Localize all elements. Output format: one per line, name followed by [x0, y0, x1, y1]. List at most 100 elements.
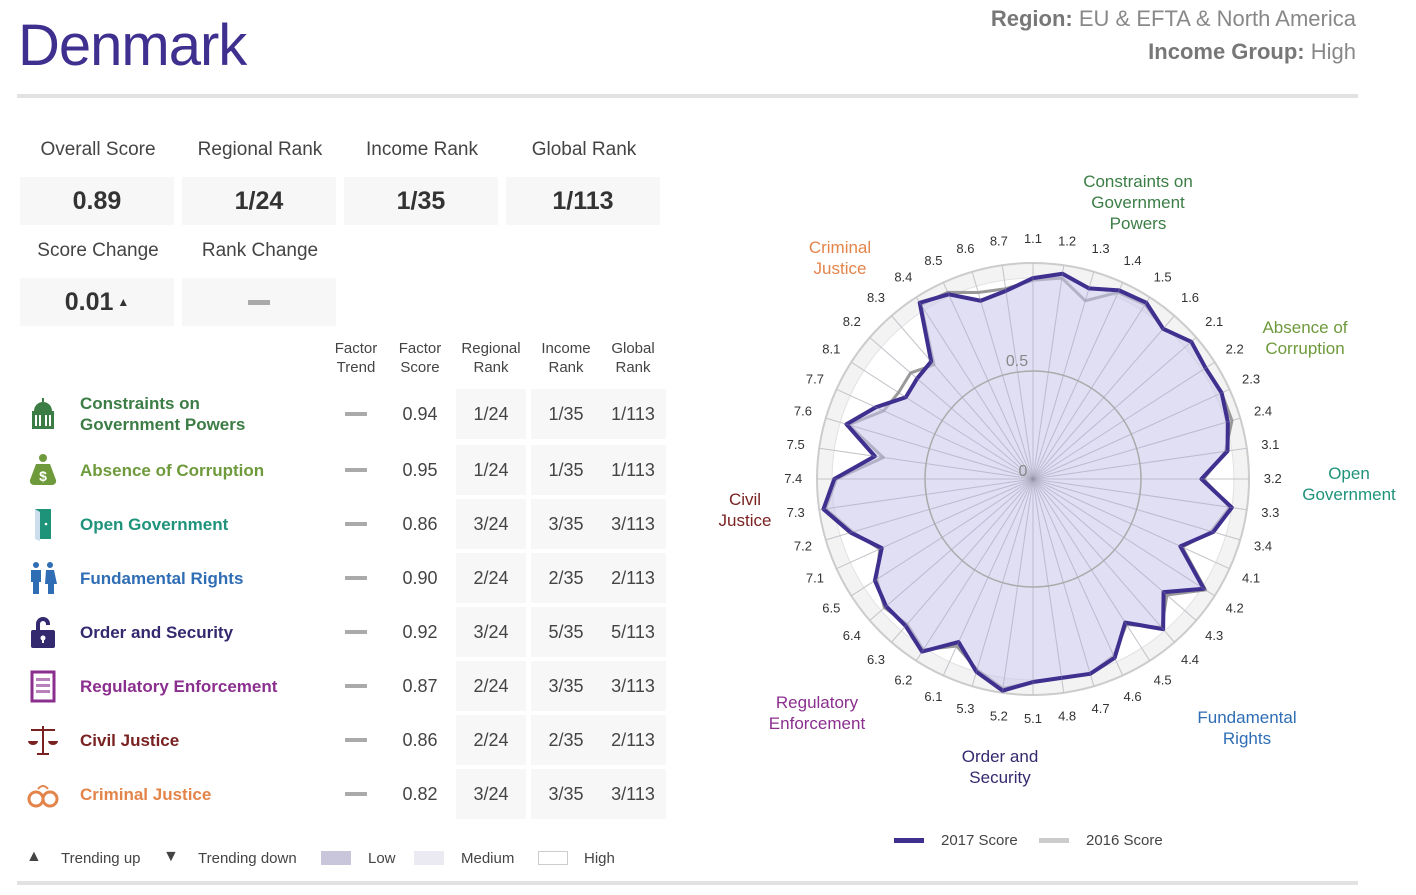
- score-change-label: Score Change: [37, 240, 159, 261]
- medium-swatch: [414, 851, 444, 865]
- capitol-icon: [32, 398, 54, 429]
- factor-axis-label: Criminal Justice: [808, 238, 872, 278]
- income-rank: 3/35: [531, 661, 601, 711]
- handcuffs-icon: [27, 785, 59, 808]
- factor-trend: [323, 389, 389, 439]
- column-header: Factor Trend: [334, 340, 378, 376]
- income-rank: 1/35: [531, 389, 601, 439]
- axis-label: 3.3: [1261, 505, 1279, 520]
- axis-label: 8.3: [867, 290, 885, 305]
- factor-trend: [323, 445, 389, 495]
- factor-name: Open Government: [80, 514, 229, 534]
- region-label: Region:: [990, 6, 1073, 31]
- axis-label: 4.7: [1092, 701, 1110, 716]
- factor-score: 0.90: [402, 567, 438, 588]
- axis-label: 2.2: [1226, 341, 1244, 356]
- factor-name: Criminal Justice: [80, 784, 212, 804]
- axis-label: 7.2: [794, 539, 812, 554]
- axis-label: 2.1: [1205, 314, 1223, 329]
- no-change-dash-icon: [248, 299, 270, 305]
- factor-score: 0.86: [402, 513, 438, 534]
- factor-trend: [323, 607, 389, 657]
- factor-score: 0.94: [402, 403, 438, 424]
- axis-label: 7.3: [787, 505, 805, 520]
- legend-2017-swatch: [894, 838, 924, 843]
- axis-label: 5.1: [1024, 711, 1042, 726]
- kpi-value: 1/113: [506, 177, 660, 225]
- global-rank: 1/113: [600, 389, 666, 439]
- axis-label: 7.1: [806, 571, 824, 586]
- rank-change-box: [182, 278, 336, 326]
- no-change-dash-icon: [345, 468, 367, 472]
- trend-down-icon: ▼: [163, 848, 179, 865]
- axis-label: 1.4: [1124, 253, 1142, 268]
- global-rank: 3/113: [600, 499, 666, 549]
- factor-row[interactable]: Regulatory Enforcement 0.87 2/24 3/35 3/…: [20, 661, 666, 711]
- global-rank: 2/113: [600, 715, 666, 765]
- divider: [17, 94, 1358, 98]
- high-swatch: [538, 851, 568, 865]
- axis-label: 5.2: [990, 708, 1008, 723]
- regional-rank: 2/24: [456, 553, 526, 603]
- income-rank: 2/35: [531, 715, 601, 765]
- legend-2017: 2017 Score: [941, 832, 1018, 849]
- axis-label: 4.1: [1242, 571, 1260, 586]
- series-2017-polygon: [821, 271, 1234, 693]
- axis-label: 1.6: [1181, 290, 1199, 305]
- factor-axis-label: Constraints on Government Powers: [1083, 172, 1193, 233]
- axis-label: 6.5: [822, 601, 840, 616]
- global-rank: 3/113: [600, 661, 666, 711]
- factor-name: Regulatory Enforcement: [80, 676, 278, 696]
- axis-label: 8.1: [822, 341, 840, 356]
- income-label: Income Group:: [1148, 39, 1305, 64]
- income-rank: 3/35: [531, 499, 601, 549]
- factor-score: 0.82: [402, 783, 438, 804]
- factor-row[interactable]: $ Absence of Corruption 0.95 1/24 1/35 1…: [20, 445, 666, 495]
- factor-trend: [323, 553, 389, 603]
- factor-row[interactable]: Open Government 0.86 3/24 3/35 3/113: [20, 499, 666, 549]
- global-rank: 1/113: [600, 445, 666, 495]
- axis-label: 4.3: [1205, 628, 1223, 643]
- factor-name: Absence of Corruption: [80, 460, 265, 480]
- factor-axis-label: Fundamental Rights: [1197, 708, 1297, 748]
- column-header: Global Rank: [611, 340, 655, 376]
- regional-rank: 1/24: [456, 445, 526, 495]
- factor-score: 0.95: [402, 459, 438, 480]
- global-rank: 2/113: [600, 553, 666, 603]
- no-change-dash-icon: [345, 630, 367, 634]
- factor-row[interactable]: Order and Security 0.92 3/24 5/35 5/113: [20, 607, 666, 657]
- factor-trend: [323, 661, 389, 711]
- axis-label: 7.4: [784, 471, 802, 486]
- factor-row[interactable]: Criminal Justice 0.82 3/24 3/35 3/113: [20, 769, 666, 819]
- axis-label: 3.2: [1264, 471, 1282, 486]
- factor-row[interactable]: Constraints on Government Powers 0.94 1/…: [20, 389, 666, 439]
- kpi-label: Global Rank: [531, 139, 637, 160]
- padlock-icon: [31, 617, 55, 648]
- income-rank: 2/35: [531, 553, 601, 603]
- no-change-dash-icon: [345, 576, 367, 580]
- score-change-box: 0.01 ▲: [20, 278, 174, 326]
- income-value: High: [1310, 39, 1356, 64]
- regional-rank: 2/24: [456, 715, 526, 765]
- factor-row[interactable]: Civil Justice 0.86 2/24 2/35 2/113: [20, 715, 666, 765]
- axis-label: 7.6: [794, 403, 812, 418]
- legend-medium: Medium: [461, 850, 515, 867]
- divider: [17, 881, 1358, 885]
- factor-name: Civil Justice: [80, 730, 180, 750]
- region-info: Region: EU & EFTA & North America: [991, 6, 1356, 32]
- legend-high: High: [584, 850, 615, 867]
- kpi-label: Regional Rank: [197, 139, 323, 160]
- factor-axis-label: Order and Security: [961, 747, 1039, 787]
- axis-label: 6.2: [894, 673, 912, 688]
- axis-label: 6.3: [867, 652, 885, 667]
- column-header: Income Rank: [541, 340, 591, 376]
- factor-row[interactable]: Fundamental Rights 0.90 2/24 2/35 2/113: [20, 553, 666, 603]
- axis-label: 4.8: [1058, 708, 1076, 723]
- axis-label: 6.1: [924, 689, 942, 704]
- factor-name: Order and Security: [80, 622, 234, 642]
- axis-label: 8.4: [894, 269, 912, 284]
- legend-2016: 2016 Score: [1086, 832, 1163, 849]
- radar-ring-0.5: [924, 370, 1142, 588]
- factor-name: Constraints on Government Powers: [80, 394, 246, 434]
